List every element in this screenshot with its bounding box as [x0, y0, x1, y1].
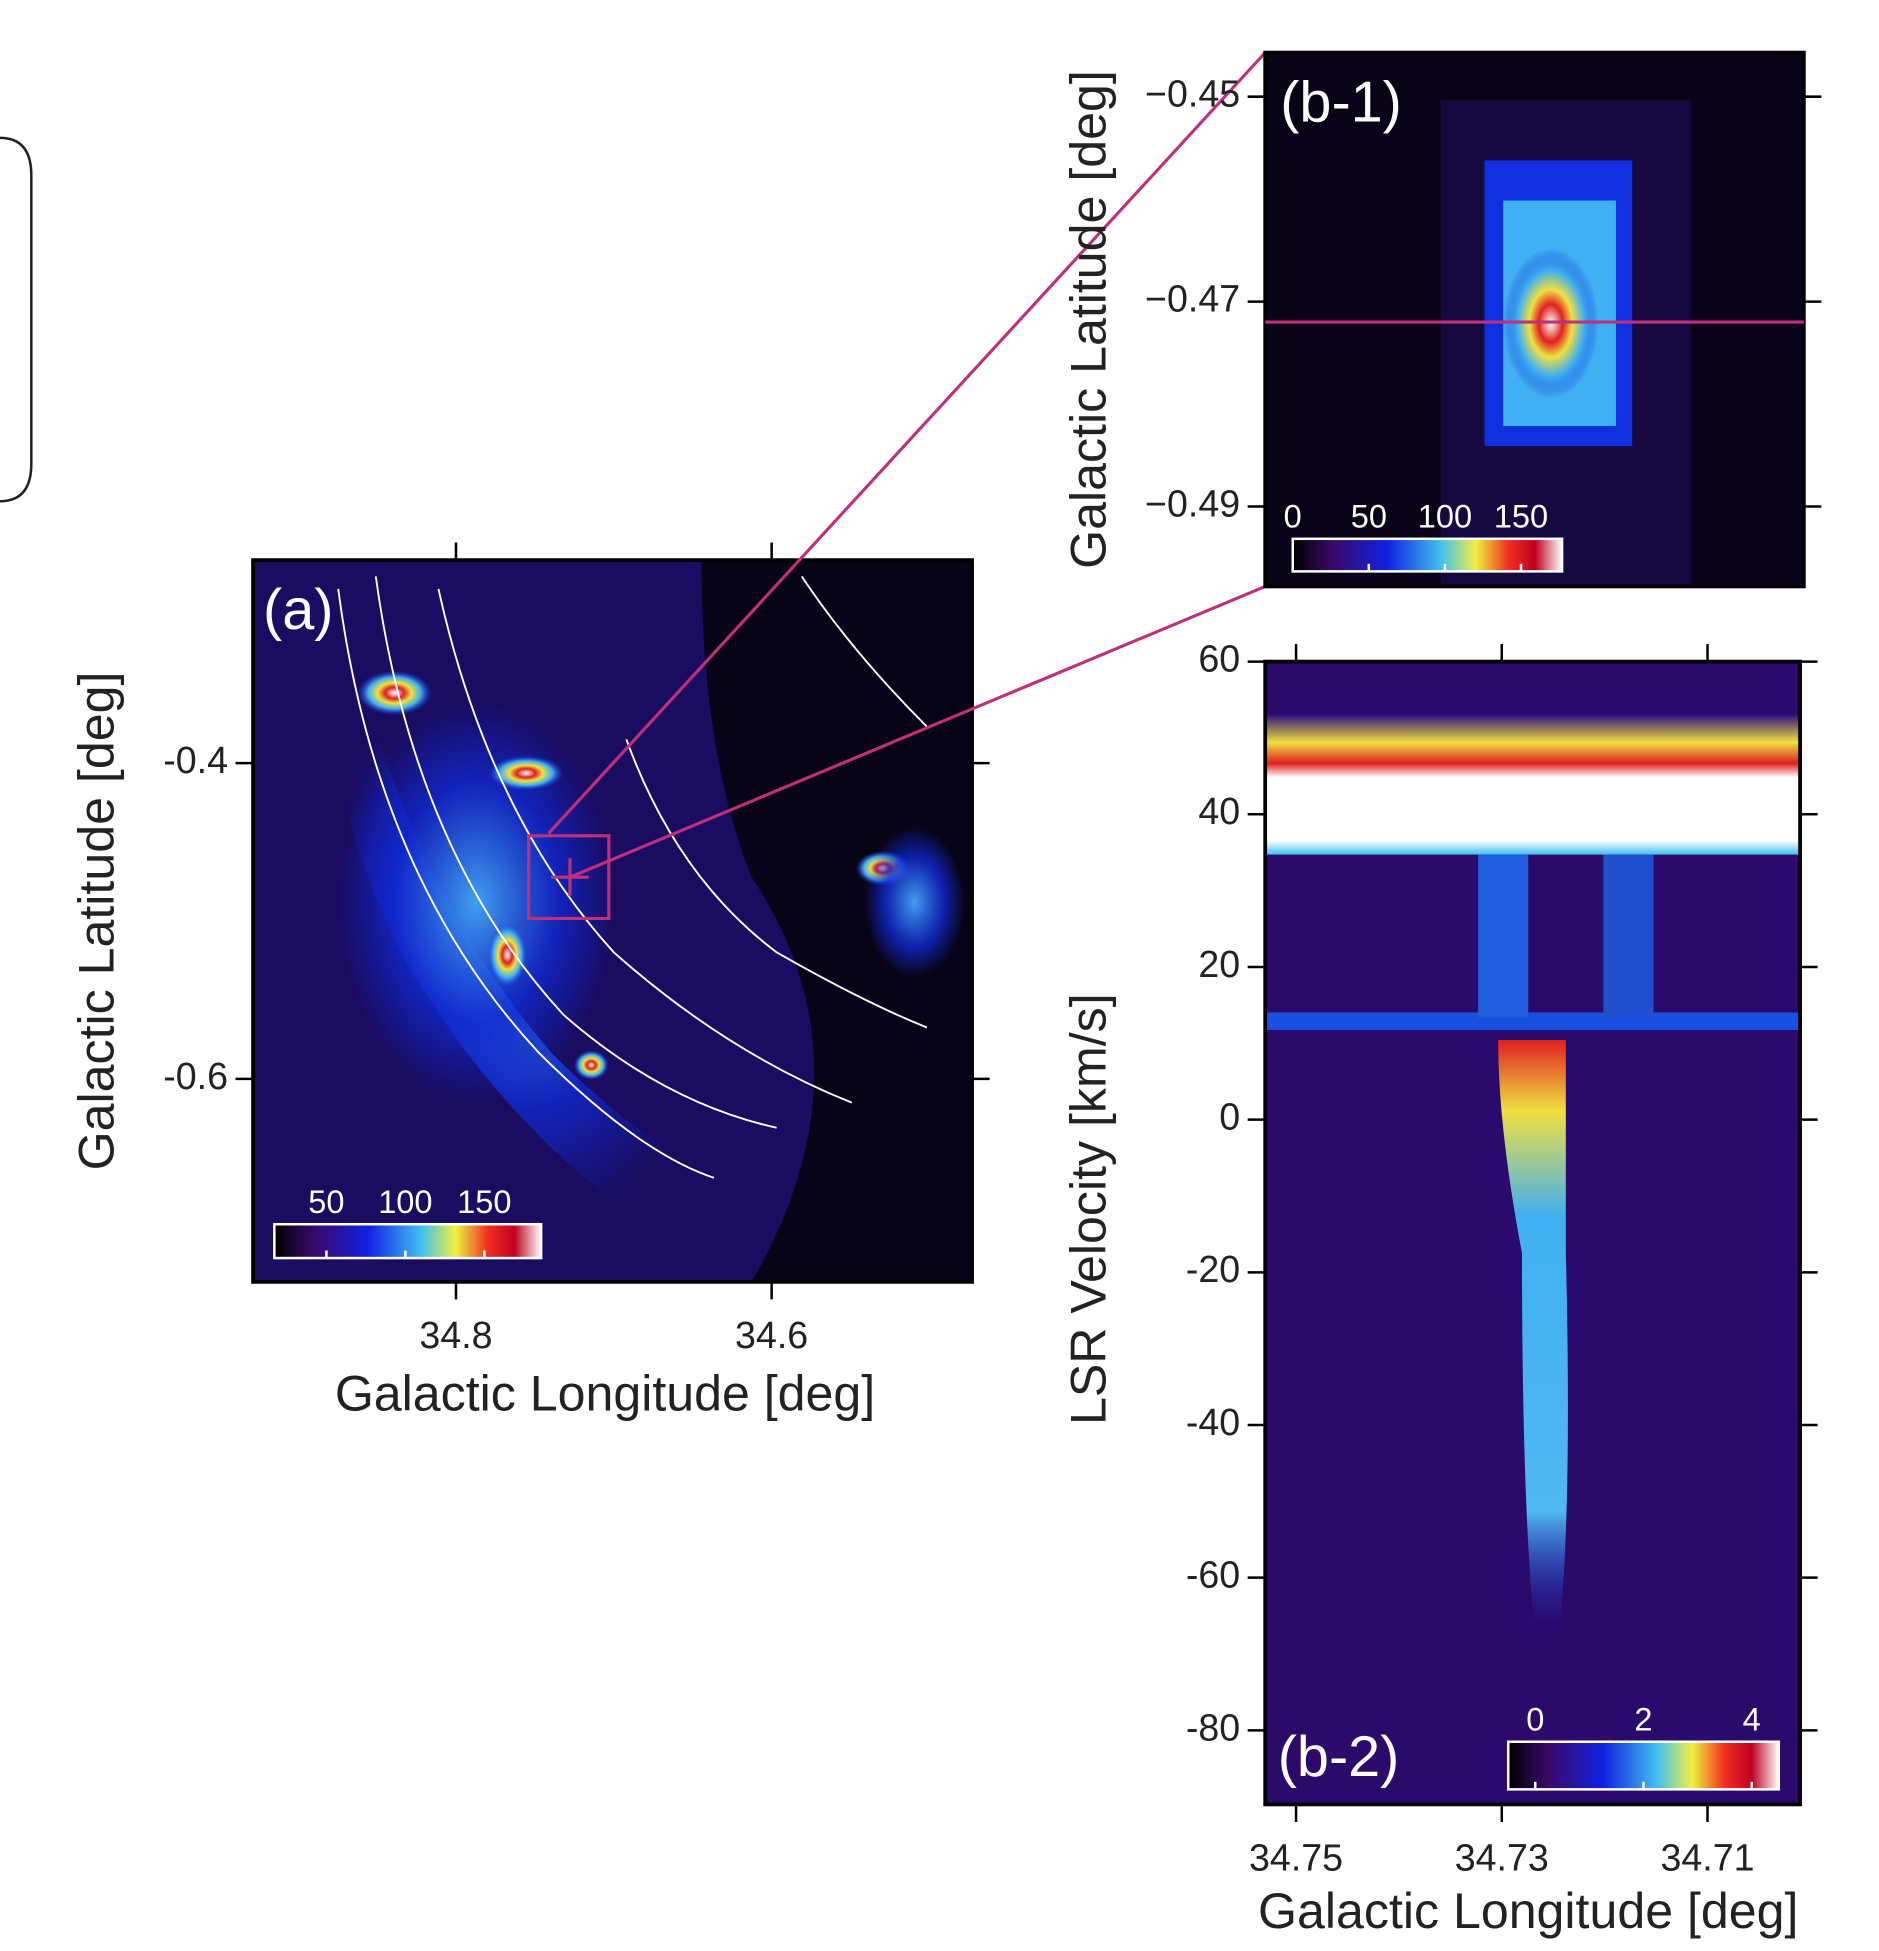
y-tick-label: 40 [1198, 790, 1240, 832]
colorbar-tick-label: 100 [378, 1184, 432, 1220]
colorbar-tick-label: 50 [308, 1184, 344, 1220]
y-tick-label: −0.49 [1145, 482, 1240, 524]
panel-label: (b-1) [1280, 71, 1402, 135]
colorbar-tick-label: 4 [1743, 1701, 1761, 1737]
y-axis-label: Galactic Latitude [deg] [1061, 70, 1117, 569]
x-axis-label: Galactic Longitude [deg] [1258, 1883, 1798, 1939]
zoom-box [527, 834, 611, 921]
x-axis-label: Galactic Longitude [deg] [335, 1365, 875, 1421]
y-tick-label: -0.6 [163, 1055, 228, 1097]
colorbar [1506, 1740, 1781, 1791]
y-tick-label: 60 [1198, 638, 1240, 680]
colorbar-tick-label: 150 [457, 1184, 511, 1220]
colorbar [1291, 537, 1564, 573]
y-tick-label: -20 [1186, 1248, 1240, 1290]
colorbar-tick-label: 150 [1494, 498, 1548, 534]
y-tick-label: −0.45 [1145, 73, 1240, 115]
frame-edge [0, 136, 33, 503]
map-a [253, 560, 973, 1282]
y-tick-label: −0.47 [1145, 278, 1240, 320]
frame-a [251, 558, 974, 1284]
y-tick-label: 0 [1219, 1096, 1240, 1138]
frame-b2 [1263, 659, 1802, 1807]
map-b2 [1265, 661, 1801, 1805]
y-tick-label: -80 [1186, 1706, 1240, 1748]
x-tick-label: 34.73 [1455, 1837, 1549, 1879]
x-tick-label: 34.71 [1660, 1837, 1754, 1879]
colorbar-tick-label: 0 [1284, 498, 1302, 534]
y-axis-label: LSR Velocity [km/s] [1061, 993, 1117, 1425]
x-tick-label: 34.6 [735, 1314, 808, 1356]
y-tick-label: -60 [1186, 1554, 1240, 1596]
colorbar-tick-label: 2 [1634, 1701, 1652, 1737]
colorbar-tick-label: 0 [1526, 1701, 1544, 1737]
x-tick-label: 34.75 [1249, 1837, 1343, 1879]
zoom-connectors [547, 51, 1267, 896]
x-tick-label: 34.8 [419, 1314, 492, 1356]
colorbar-tick-label: 50 [1351, 498, 1387, 534]
y-tick-label: -40 [1186, 1401, 1240, 1443]
colorbar [273, 1222, 543, 1260]
panel-label: (a) [263, 578, 333, 642]
map-b1 [1265, 52, 1804, 587]
frame-b1 [1263, 50, 1806, 589]
y-tick-label: 20 [1198, 943, 1240, 985]
y-tick-label: -0.4 [163, 739, 228, 781]
panel-label: (b-2) [1278, 1725, 1400, 1789]
y-axis-label: Galactic Latitude [deg] [68, 672, 124, 1171]
colorbar-tick-label: 100 [1418, 498, 1472, 534]
